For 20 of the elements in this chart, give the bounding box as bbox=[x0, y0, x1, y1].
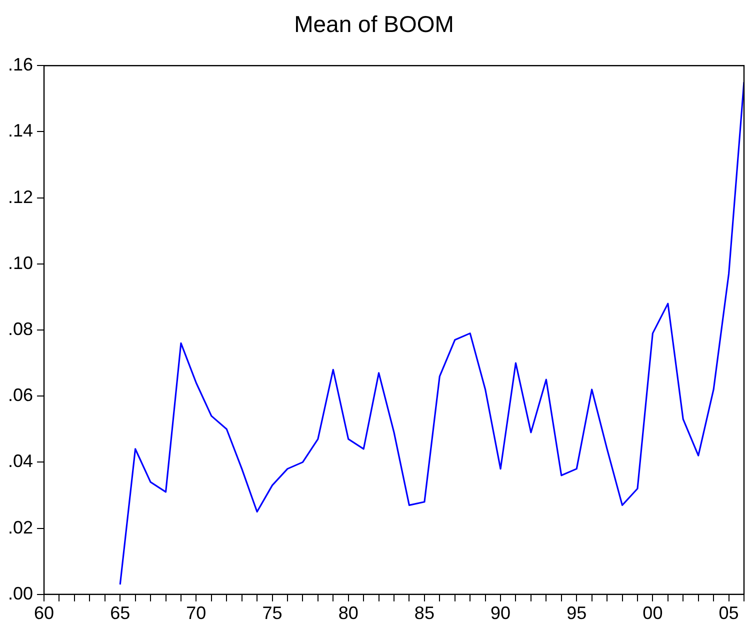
x-tick-label: 60 bbox=[34, 603, 54, 624]
y-tick-label: .08 bbox=[8, 318, 34, 339]
y-tick-label: .10 bbox=[8, 252, 34, 273]
y-tick-label: .16 bbox=[8, 54, 34, 75]
x-tick-label: 90 bbox=[490, 603, 511, 624]
y-tick-label: .12 bbox=[8, 186, 34, 207]
x-tick-label: 70 bbox=[186, 603, 206, 624]
chart-title: Mean of BOOM bbox=[294, 11, 454, 38]
y-tick-label: .02 bbox=[8, 517, 34, 538]
y-tick-label: .06 bbox=[8, 385, 34, 406]
y-tick-label: .14 bbox=[8, 120, 34, 141]
x-tick-label: 75 bbox=[262, 603, 282, 624]
x-tick-label: 80 bbox=[338, 603, 358, 624]
x-tick-label: 95 bbox=[566, 603, 587, 624]
x-tick-label: 85 bbox=[414, 603, 434, 624]
x-tick-label: 00 bbox=[642, 603, 663, 624]
y-tick-label: .00 bbox=[8, 583, 34, 604]
x-tick-label: 65 bbox=[110, 603, 130, 624]
x-tick-label: 05 bbox=[718, 603, 739, 624]
y-tick-label: .04 bbox=[8, 451, 34, 472]
